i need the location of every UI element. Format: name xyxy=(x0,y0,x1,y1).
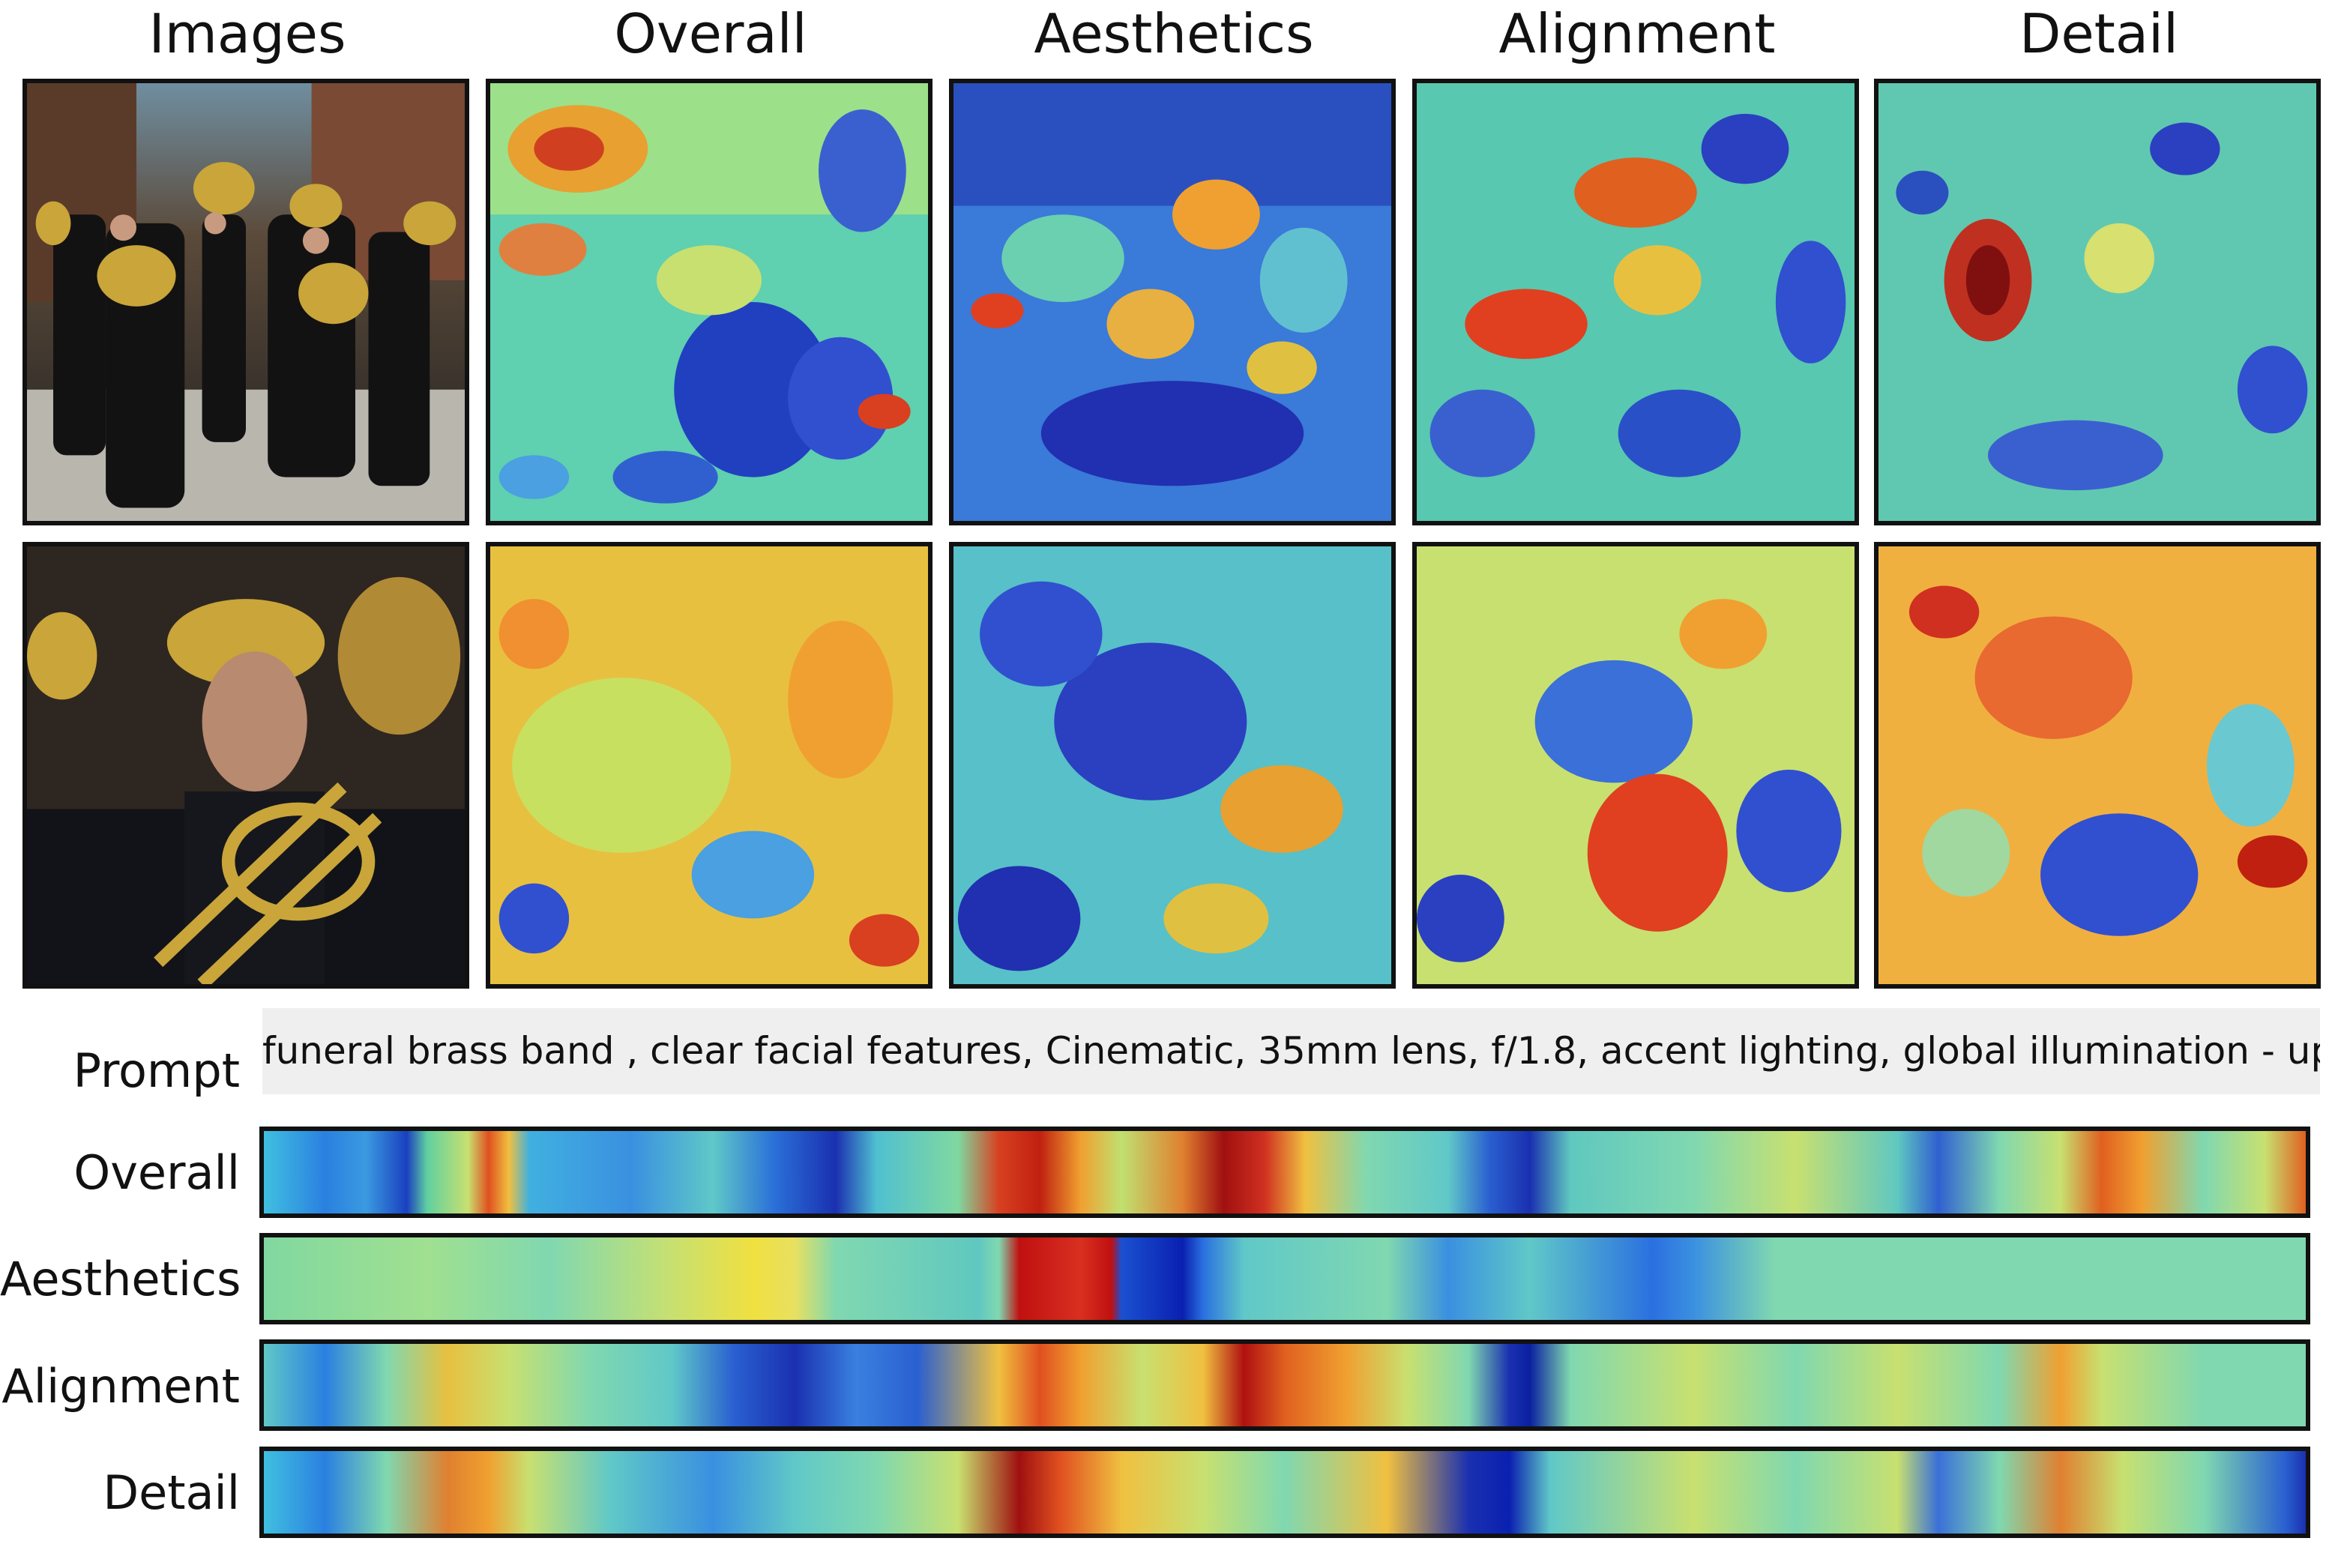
strip-label-alignment: Alignment xyxy=(1,1359,240,1414)
heatmap-aesthetics-row2 xyxy=(949,542,1396,989)
prompt-text: funeral brass band , clear facial featur… xyxy=(262,1008,2320,1094)
token-heatmap-alignment xyxy=(259,1339,2310,1431)
heatmap-detail-row1 xyxy=(1874,79,2321,525)
heatmap-alignment-row1 xyxy=(1412,79,1859,525)
column-header-images: Images xyxy=(148,2,346,65)
token-heatmap-detail xyxy=(259,1447,2310,1538)
token-heatmap-overall xyxy=(259,1127,2310,1218)
heatmap-alignment-row2 xyxy=(1412,542,1859,989)
column-header-aesthetics: Aesthetics xyxy=(1034,2,1314,65)
heatmap-aesthetics-row1 xyxy=(949,79,1396,525)
strip-label-detail: Detail xyxy=(103,1465,240,1520)
heatmap-overall-row1 xyxy=(486,79,933,525)
heatmap-detail-row2 xyxy=(1874,542,2321,989)
photo-tuba-player-portrait xyxy=(22,542,469,989)
column-header-overall: Overall xyxy=(614,2,807,65)
column-header-detail: Detail xyxy=(2019,2,2179,65)
heatmap-overall-row2 xyxy=(486,542,933,989)
photo-brass-band-street xyxy=(22,79,469,525)
strip-label-aesthetics: Aesthetics xyxy=(0,1252,241,1306)
strip-label-overall: Overall xyxy=(73,1145,240,1200)
prompt-label: Prompt xyxy=(73,1043,240,1098)
column-header-alignment: Alignment xyxy=(1498,2,1776,65)
token-heatmap-aesthetics xyxy=(259,1233,2310,1324)
